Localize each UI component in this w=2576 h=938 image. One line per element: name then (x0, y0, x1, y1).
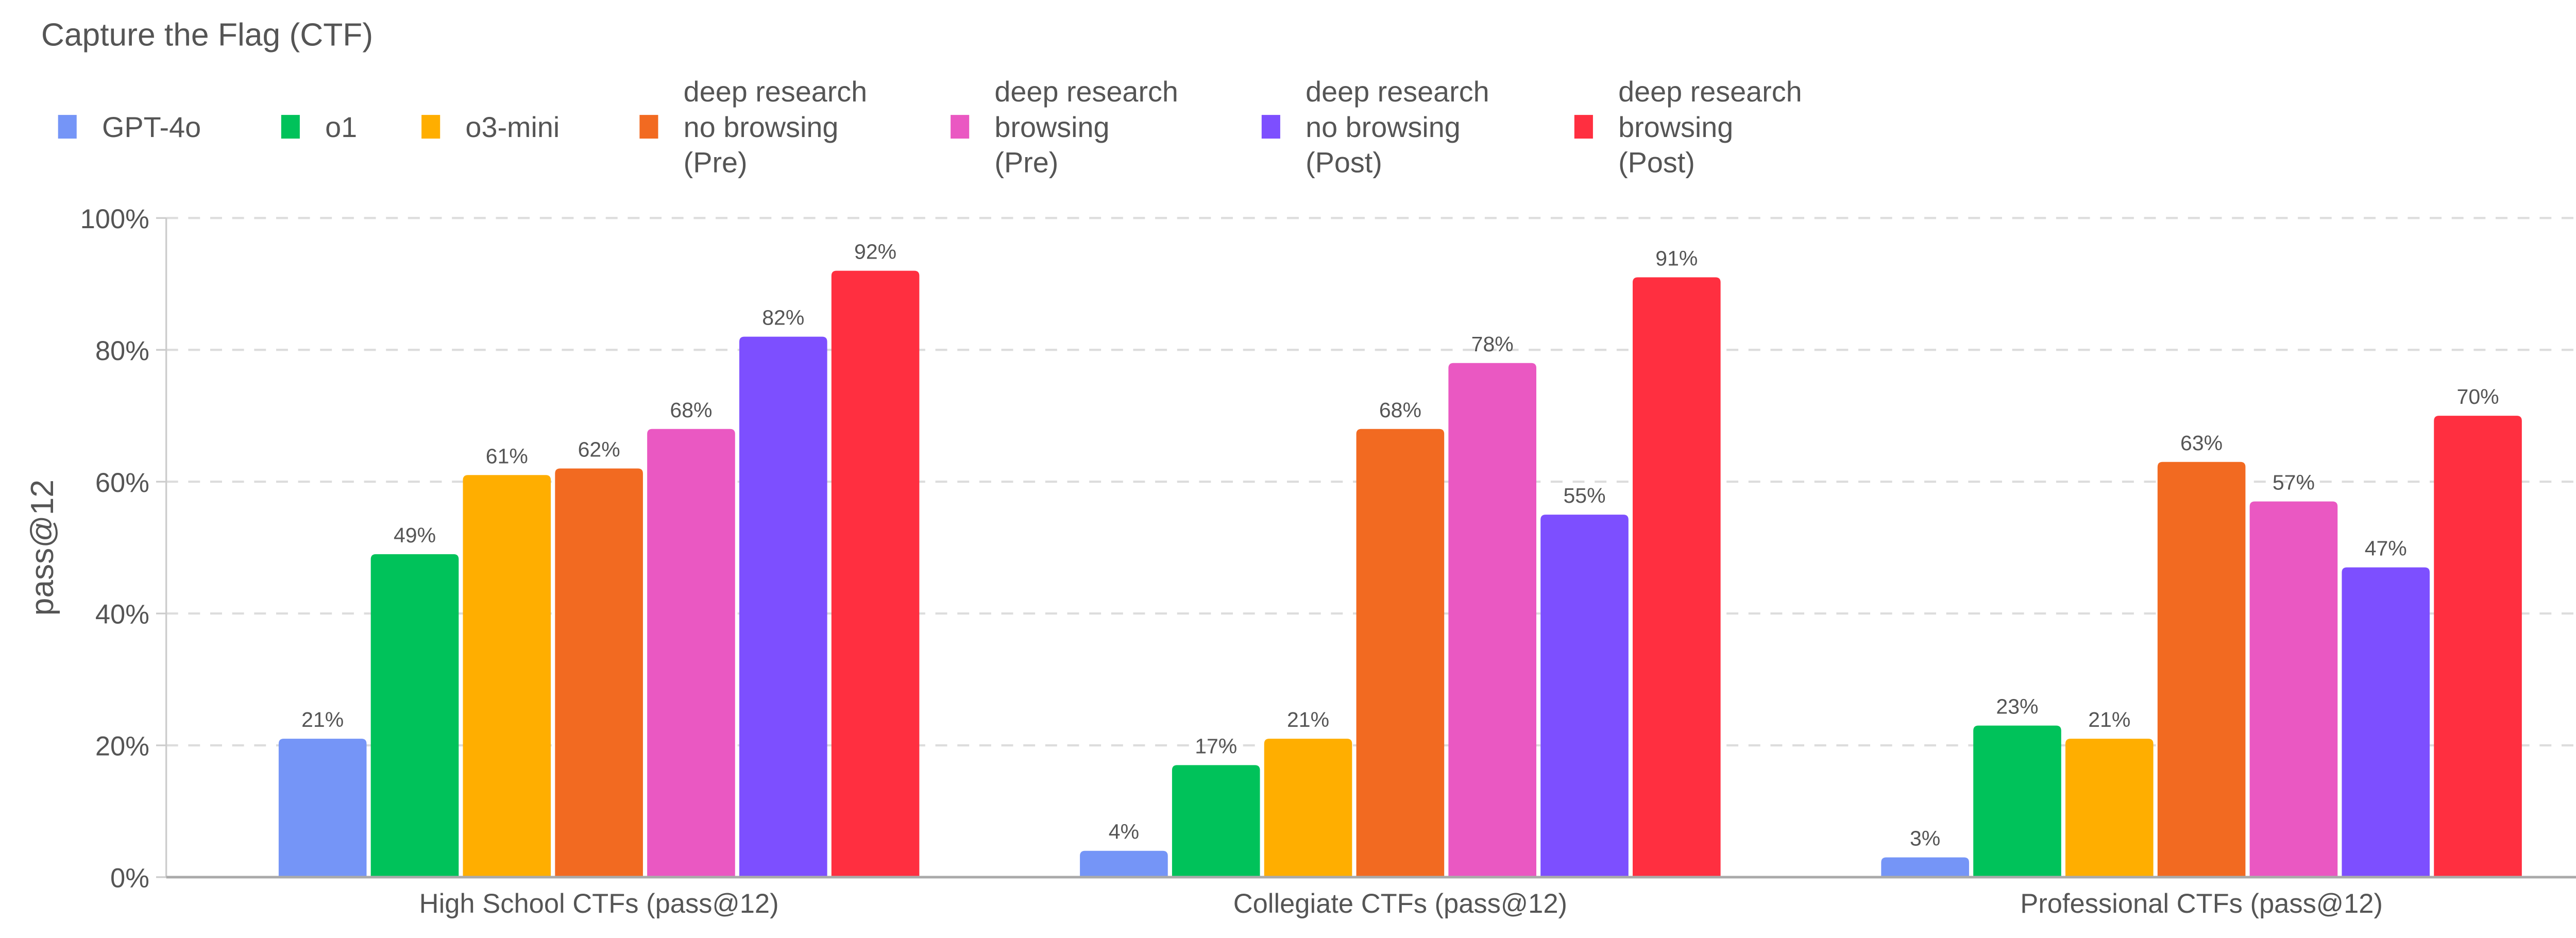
data-label: 92% (854, 240, 896, 264)
bar (1973, 725, 2061, 877)
legend-label: browsing (994, 111, 1109, 143)
data-label: 21% (2088, 708, 2130, 731)
bars: 21% 49% 61% 62% 68% 82% 92% 4% 17% 21% 68% 78% 55% 91… (278, 240, 2522, 877)
bar (555, 468, 643, 877)
legend-label: browsing (1618, 111, 1733, 143)
chart-title: Capture the Flag (CTF) (41, 18, 373, 53)
legend-item[interactable]: GPT-4o (58, 111, 201, 143)
legend-swatch (639, 115, 658, 139)
legend-label: (Post) (1306, 147, 1382, 179)
legend-swatch (421, 115, 440, 139)
y-axis-label: pass@12 (25, 480, 60, 616)
data-label: 4% (1109, 820, 1139, 844)
bar (2434, 416, 2522, 877)
legend-swatch (1574, 115, 1593, 139)
legend-label: no browsing (684, 111, 839, 143)
data-label: 21% (1287, 708, 1329, 731)
legend-label: (Pre) (684, 147, 748, 179)
x-tick-label: High School CTFs (pass@12) (419, 889, 779, 919)
y-tick-label: 40% (95, 600, 149, 630)
bar (2249, 501, 2338, 877)
bar (370, 554, 459, 877)
data-label: 70% (2457, 385, 2499, 408)
legend-label: o3-mini (465, 111, 560, 143)
bar-group: 4% 17% 21% 68% 78% 55% 91% (1080, 246, 1721, 877)
data-label: 91% (1655, 246, 1698, 270)
bar (2065, 739, 2154, 877)
legend-swatch (281, 115, 300, 139)
legend-label: deep research (1306, 76, 1489, 108)
legend-swatch (951, 115, 970, 139)
legend-label: (Pre) (994, 147, 1058, 179)
bar (1172, 765, 1260, 877)
data-label: 57% (2273, 471, 2315, 494)
bar (1881, 857, 1969, 877)
y-tick-label: 100% (80, 204, 149, 234)
legend-label: o1 (325, 111, 357, 143)
legend-label: no browsing (1306, 111, 1461, 143)
legend-label: deep research (994, 76, 1178, 108)
data-label: 68% (1379, 398, 1421, 422)
data-label: 63% (2180, 431, 2223, 455)
bar (278, 739, 367, 877)
legend-label: GPT-4o (102, 111, 201, 143)
bar-group: 3% 23% 21% 63% 57% 47% 70% (1881, 385, 2522, 877)
bar (831, 270, 920, 877)
y-axis-ticks: 0% 20% 40% 60% 80% 100% (80, 204, 166, 894)
data-label: 62% (578, 438, 620, 462)
y-tick-label: 80% (95, 336, 149, 366)
bar (647, 429, 735, 877)
bar (463, 475, 551, 877)
legend-swatch (58, 115, 77, 139)
data-label: 78% (1471, 332, 1514, 356)
y-tick-label: 0% (110, 863, 149, 894)
data-label: 21% (301, 708, 344, 731)
bar (1264, 739, 1352, 877)
bar (739, 336, 827, 877)
bar (1080, 850, 1168, 877)
data-label: 17% (1195, 734, 1237, 758)
data-label: 49% (394, 523, 436, 547)
bar-group: 21% 49% 61% 62% 68% 82% 92% (278, 240, 920, 877)
data-label: 61% (486, 444, 528, 468)
data-label: 82% (762, 306, 804, 330)
legend-label: (Post) (1618, 147, 1695, 179)
legend-item[interactable]: o1 (281, 111, 357, 143)
legend-swatch (1261, 115, 1280, 139)
data-label: 55% (1563, 484, 1605, 507)
legend-label: deep research (684, 76, 868, 108)
x-tick-label: Professional CTFs (pass@12) (2020, 889, 2383, 919)
data-label: 68% (670, 398, 712, 422)
data-label: 23% (1996, 695, 2038, 719)
bar (2342, 567, 2430, 877)
y-tick-label: 20% (95, 731, 149, 762)
bar (2157, 462, 2246, 877)
bar (1356, 429, 1445, 877)
data-label: 3% (1910, 827, 1940, 850)
x-tick-label: Collegiate CTFs (pass@12) (1233, 889, 1567, 919)
bar (1633, 277, 1721, 877)
x-axis-ticks: High School CTFs (pass@12) Collegiate CTF… (419, 889, 2383, 919)
y-tick-label: 60% (95, 468, 149, 498)
data-label: 47% (2365, 536, 2407, 560)
bar (1540, 515, 1629, 877)
bar (1448, 363, 1536, 877)
legend-label: deep research (1618, 76, 1802, 108)
legend-item[interactable]: o3-mini (421, 111, 560, 143)
